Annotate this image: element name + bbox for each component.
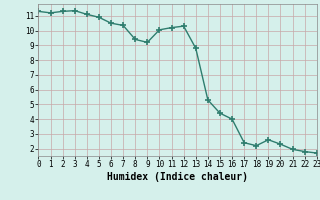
X-axis label: Humidex (Indice chaleur): Humidex (Indice chaleur) <box>107 172 248 182</box>
